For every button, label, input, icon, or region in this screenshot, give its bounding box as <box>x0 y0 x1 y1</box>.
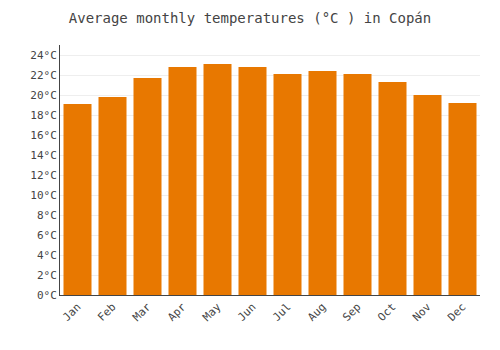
svg-text:Oct: Oct <box>375 301 398 324</box>
svg-text:2°C: 2°C <box>37 269 57 282</box>
svg-text:16°C: 16°C <box>30 129 57 142</box>
svg-text:Aug: Aug <box>305 301 328 324</box>
svg-text:Jun: Jun <box>235 301 258 324</box>
svg-text:Mar: Mar <box>130 300 154 324</box>
svg-text:0°C: 0°C <box>37 289 57 302</box>
svg-text:Jan: Jan <box>60 301 83 324</box>
svg-text:12°C: 12°C <box>30 169 57 182</box>
svg-text:6°C: 6°C <box>37 229 57 242</box>
svg-text:Feb: Feb <box>95 301 118 324</box>
svg-text:24°C: 24°C <box>30 49 57 62</box>
svg-text:10°C: 10°C <box>30 189 57 202</box>
svg-text:May: May <box>200 300 224 324</box>
svg-text:Jul: Jul <box>270 301 293 324</box>
svg-text:Average monthly temperatures (: Average monthly temperatures (°C ) in Co… <box>69 10 431 26</box>
svg-text:Dec: Dec <box>445 301 468 324</box>
svg-text:22°C: 22°C <box>30 69 57 82</box>
svg-text:18°C: 18°C <box>30 109 57 122</box>
svg-text:Sep: Sep <box>340 301 363 324</box>
svg-text:8°C: 8°C <box>37 209 57 222</box>
svg-text:14°C: 14°C <box>30 149 57 162</box>
svg-text:Apr: Apr <box>165 300 189 324</box>
svg-text:Nov: Nov <box>410 300 434 324</box>
svg-text:4°C: 4°C <box>37 249 57 262</box>
svg-text:20°C: 20°C <box>30 89 57 102</box>
